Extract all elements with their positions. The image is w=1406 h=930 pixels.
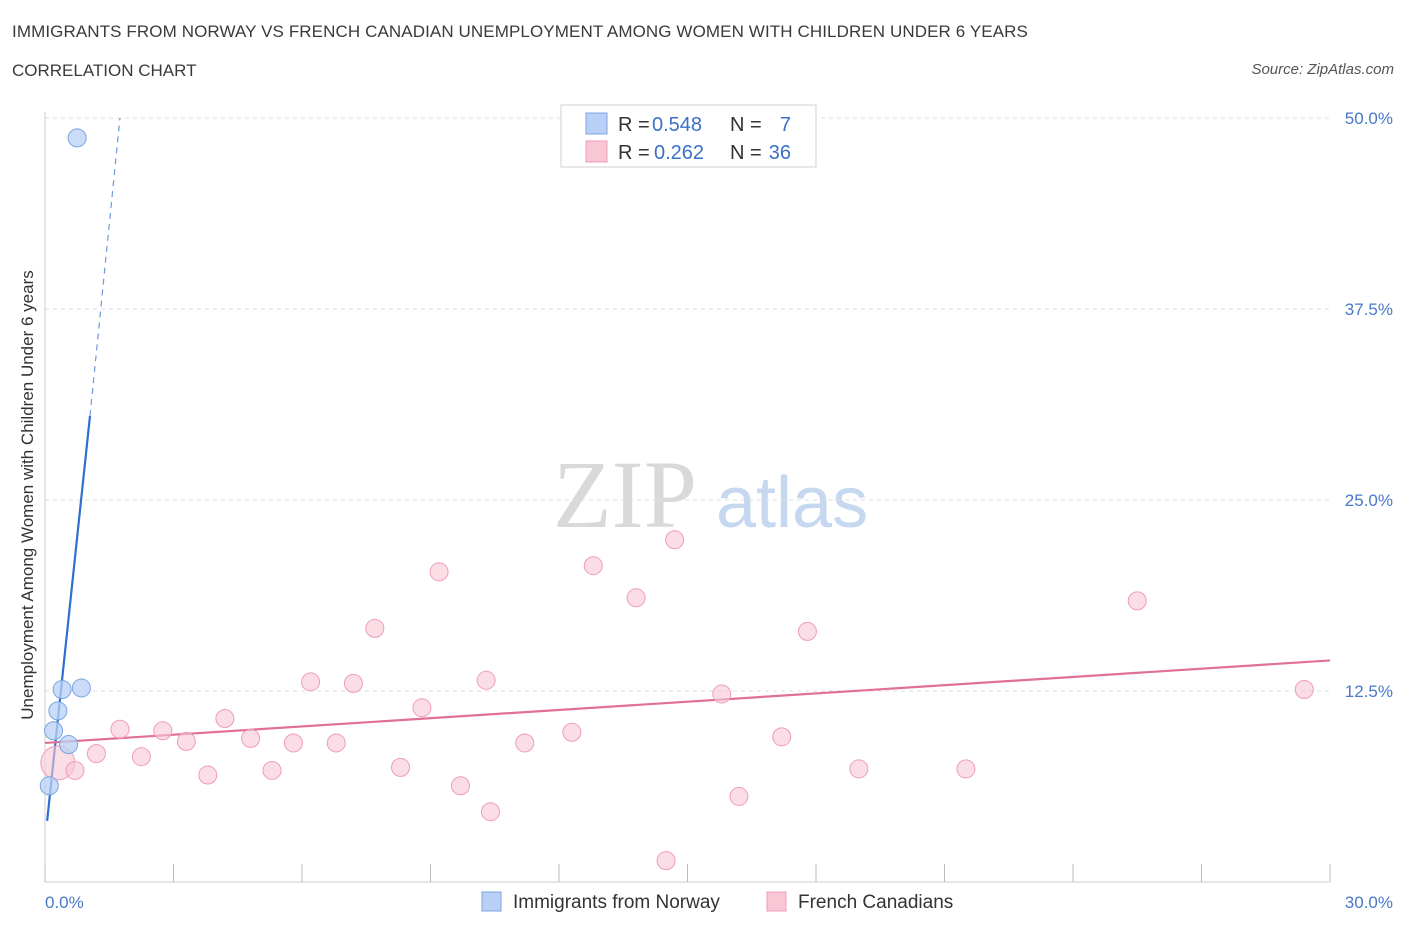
point-french-6 (176, 731, 196, 751)
point-french-9 (241, 728, 261, 748)
trend-line-norway-extension (89, 117, 121, 417)
series-legend-label-norway: Immigrants from Norway (513, 892, 720, 913)
point-french-16 (391, 757, 411, 777)
trend-line-french (44, 659, 1331, 745)
point-norway-3 (48, 701, 68, 721)
y-tick-label-2: 37.5% (1345, 300, 1393, 319)
point-french-12 (301, 672, 321, 692)
source-credit: Source: ZipAtlas.com (1251, 61, 1394, 78)
stats-legend: R = 0.548 N = 7 R = 0.262 N = 36 (560, 104, 817, 168)
y-tick-label-3: 50.0% (1345, 109, 1393, 128)
legend-r-value-norway: 0.548 (652, 114, 702, 136)
legend-r-label-french: R = (618, 142, 650, 164)
watermark-zip: ZIP (553, 441, 697, 548)
point-french-32 (849, 759, 869, 779)
point-french-28 (712, 684, 732, 704)
point-french-31 (797, 621, 817, 641)
point-norway-2 (52, 679, 72, 699)
point-french-4 (131, 747, 151, 767)
point-french-34 (1127, 591, 1147, 611)
point-french-17 (412, 698, 432, 718)
point-french-26 (656, 851, 676, 871)
chart-subtitle: CORRELATION CHART (12, 61, 197, 80)
legend-n-label-norway: N = (730, 114, 762, 136)
point-french-35 (1294, 679, 1314, 699)
point-french-15 (365, 618, 385, 638)
point-french-30 (772, 727, 792, 747)
legend-n-label-french: N = (730, 142, 762, 164)
point-french-29 (729, 786, 749, 806)
point-norway-5 (59, 734, 79, 754)
legend-swatch-french (585, 140, 608, 163)
point-french-13 (326, 733, 346, 753)
point-french-5 (153, 721, 173, 741)
series-legend-swatch-norway (481, 891, 502, 912)
series-legend-swatch-french (766, 891, 787, 912)
point-french-21 (480, 802, 500, 822)
point-french-11 (283, 733, 303, 753)
point-norway-1 (71, 678, 91, 698)
point-french-27 (665, 530, 685, 550)
point-norway-0 (67, 128, 87, 148)
legend-swatch-norway (585, 112, 608, 135)
point-french-7 (198, 765, 218, 785)
point-french-1 (65, 760, 85, 780)
y-tick-label-1: 25.0% (1345, 491, 1393, 510)
point-french-25 (626, 588, 646, 608)
tick-labels: 12.5% 25.0% 37.5% 50.0% 0.0% 30.0% (45, 109, 1393, 912)
legend-r-value-french: 0.262 (654, 142, 704, 164)
point-french-18 (429, 562, 449, 582)
point-french-3 (110, 719, 130, 739)
y-axis-label: Unemployment Among Women with Children U… (18, 270, 37, 719)
point-french-2 (86, 744, 106, 764)
point-norway-4 (44, 721, 64, 741)
legend-n-value-french: 36 (769, 142, 791, 164)
point-norway-6 (39, 776, 59, 796)
point-french-14 (343, 673, 363, 693)
point-french-20 (476, 670, 496, 690)
data-points (39, 128, 1314, 871)
point-french-22 (515, 733, 535, 753)
point-french-8 (215, 709, 235, 729)
point-french-24 (583, 556, 603, 576)
y-tick-label-0: 12.5% (1345, 682, 1393, 701)
x-tick-label-max: 30.0% (1345, 893, 1393, 912)
point-french-23 (562, 722, 582, 742)
series-legend: Immigrants from Norway French Canadians (481, 891, 953, 913)
x-tick-label-min: 0.0% (45, 893, 84, 912)
legend-r-label-norway: R = (618, 114, 650, 136)
watermark-atlas: atlas (716, 463, 868, 543)
point-french-33 (956, 759, 976, 779)
point-french-10 (262, 760, 282, 780)
chart-title: IMMIGRANTS FROM NORWAY VS FRENCH CANADIA… (12, 22, 1028, 41)
point-french-19 (450, 776, 470, 796)
series-legend-label-french: French Canadians (798, 892, 953, 913)
legend-n-value-norway: 7 (780, 114, 791, 136)
